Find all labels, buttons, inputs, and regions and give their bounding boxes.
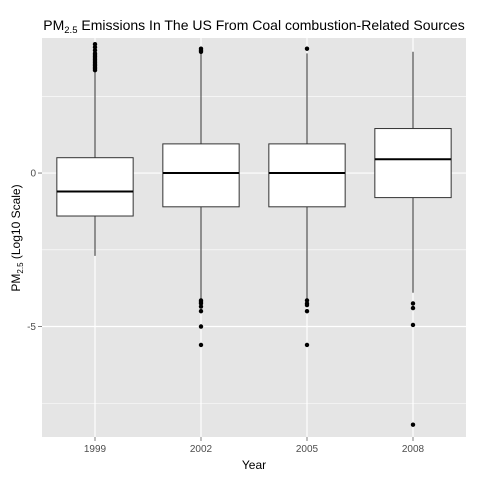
box-iqr — [374, 128, 452, 199]
outlier-point — [198, 342, 204, 348]
outlier-point — [304, 298, 310, 303]
outlier-point — [410, 305, 416, 311]
y-axis-title-pre: PM — [9, 274, 23, 292]
outlier-point — [92, 51, 98, 56]
outlier-point — [92, 48, 98, 53]
box-iqr — [56, 157, 134, 217]
outlier-point — [198, 324, 204, 329]
outlier-point — [304, 342, 310, 348]
x-tick-label: 2005 — [296, 444, 319, 455]
x-axis-ticks: 1999 2002 2005 2008 — [84, 437, 425, 455]
plot-panel — [42, 38, 466, 437]
outlier-point — [410, 422, 416, 427]
x-axis-title: Year — [242, 458, 266, 472]
x-tick-label: 1999 — [84, 444, 107, 455]
y-axis-title-sub: 2.5 — [16, 262, 25, 274]
outlier-point — [410, 301, 416, 306]
outlier-point — [92, 41, 98, 47]
box-1999 — [56, 41, 134, 256]
outlier-point — [198, 301, 204, 306]
box-iqr — [162, 143, 240, 208]
outlier-point — [304, 46, 310, 51]
box-group — [56, 41, 452, 427]
y-tick-label: 0 — [30, 169, 36, 180]
x-tick-label: 2002 — [190, 444, 213, 455]
outlier-point — [198, 304, 204, 309]
chart-title-sub: 2.5 — [64, 25, 77, 36]
y-axis-ticks: 0 -5 — [27, 169, 42, 333]
outlier-point — [304, 308, 310, 314]
outlier-point — [198, 46, 204, 51]
y-axis-title-post: (Log10 Scale) — [9, 184, 23, 262]
y-axis-title: PM2.5 (Log10 Scale) — [9, 184, 25, 291]
chart-title-post: Emissions In The US From Coal combustion… — [77, 17, 464, 33]
outlier-point — [198, 308, 204, 314]
outlier-point — [304, 302, 310, 308]
chart-title-pre: PM — [43, 17, 64, 33]
outlier-point — [92, 45, 98, 50]
chart-title: PM2.5 Emissions In The US From Coal comb… — [43, 17, 464, 36]
y-tick-label: -5 — [27, 322, 36, 333]
box-2008 — [374, 51, 452, 427]
outlier-point — [410, 322, 416, 328]
box-2002 — [162, 46, 240, 348]
box-2005 — [268, 46, 346, 348]
box-iqr — [268, 143, 346, 208]
x-tick-label: 2008 — [402, 444, 425, 455]
